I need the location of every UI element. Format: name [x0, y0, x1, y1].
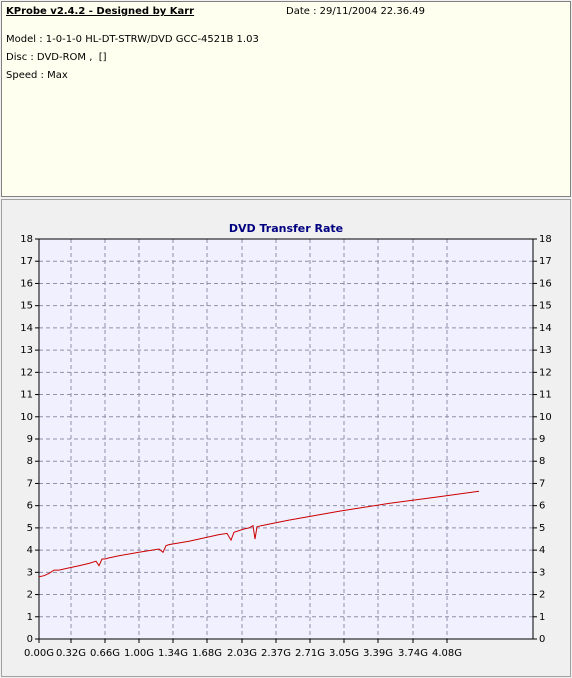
y2-tick-label: 18	[539, 234, 552, 245]
y2-tick-label: 9	[539, 434, 545, 445]
y-tick-label: 8	[27, 456, 33, 467]
y-tick-label: 5	[27, 523, 33, 534]
y-tick-label: 1	[27, 612, 33, 623]
x-tick-label: 3.39G	[363, 648, 393, 659]
x-tick-label: 1.00G	[124, 648, 154, 659]
date: Date : 29/11/2004 22.36.49	[286, 6, 425, 17]
y-tick-label: 15	[20, 301, 33, 312]
y-tick-label: 6	[27, 501, 33, 512]
y2-tick-label: 17	[539, 256, 552, 267]
app-title: KProbe v2.4.2 - Designed by Karr	[6, 6, 195, 17]
y-tick-label: 2	[27, 590, 33, 601]
y-tick-label: 16	[20, 278, 33, 289]
y2-tick-label: 4	[539, 545, 545, 556]
y2-tick-label: 11	[539, 390, 552, 401]
speed: Speed : Max	[6, 70, 68, 81]
y-tick-label: 12	[20, 367, 33, 378]
y2-tick-label: 6	[539, 501, 545, 512]
y-tick-label: 13	[20, 345, 33, 356]
disc: Disc : DVD-ROM , []	[6, 52, 107, 63]
x-tick-label: 0.00G	[24, 648, 54, 659]
plot-border	[38, 238, 534, 640]
y2-tick-label: 12	[539, 367, 552, 378]
y-tick-label: 0	[27, 634, 33, 645]
x-tick-label: 0.66G	[90, 648, 120, 659]
y2-tick-label: 2	[539, 590, 545, 601]
data-line	[38, 490, 480, 578]
y2-tick-label: 14	[539, 323, 552, 334]
x-tick-label: 4.08G	[432, 648, 462, 659]
x-tick-label: 2.71G	[295, 648, 325, 659]
x-tick-label: 0.32G	[56, 648, 86, 659]
y-tick-label: 18	[20, 234, 33, 245]
chart-title: DVD Transfer Rate	[229, 222, 343, 235]
y-tick-label: 4	[27, 545, 33, 556]
x-tick-label: 2.03G	[227, 648, 257, 659]
y2-tick-label: 5	[539, 523, 545, 534]
model: Model : 1-0-1-0 HL-DT-STRW/DVD GCC-4521B…	[6, 34, 259, 45]
y2-tick-label: 7	[539, 478, 545, 489]
y-tick-label: 14	[20, 323, 33, 334]
y2-tick-label: 8	[539, 456, 545, 467]
y2-tick-label: 3	[539, 567, 545, 578]
y2-tick-label: 1	[539, 612, 545, 623]
y-tick-label: 7	[27, 478, 33, 489]
info-panel: KProbe v2.4.2 - Designed by Karr Date : …	[1, 1, 571, 197]
y2-tick-label: 10	[539, 412, 552, 423]
y-tick-label: 17	[20, 256, 33, 267]
y2-tick-label: 15	[539, 301, 552, 312]
x-tick-label: 1.68G	[192, 648, 222, 659]
y-tick-label: 10	[20, 412, 33, 423]
y2-tick-label: 13	[539, 345, 552, 356]
y-tick-label: 9	[27, 434, 33, 445]
x-tick-label: 3.74G	[398, 648, 428, 659]
y-tick-label: 3	[27, 567, 33, 578]
x-tick-label: 1.34G	[158, 648, 188, 659]
y2-tick-label: 0	[539, 634, 545, 645]
y-tick-label: 11	[20, 390, 33, 401]
y2-tick-label: 16	[539, 278, 552, 289]
x-tick-label: 3.05G	[329, 648, 359, 659]
x-tick-label: 2.37G	[261, 648, 291, 659]
